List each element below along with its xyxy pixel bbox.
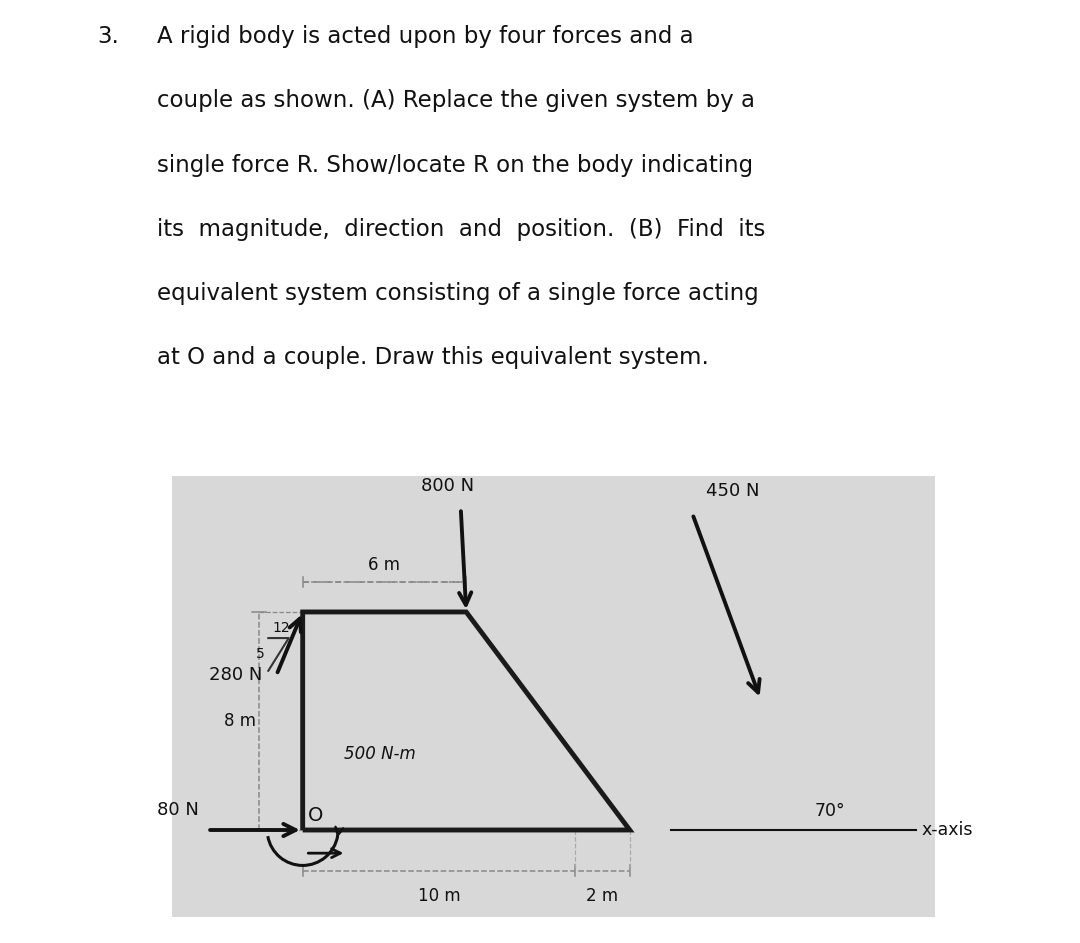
Text: 500 N-m: 500 N-m [343, 745, 416, 763]
Text: 5: 5 [256, 648, 265, 661]
Text: 3.: 3. [97, 25, 119, 48]
Text: 6 m: 6 m [368, 555, 401, 573]
Text: 800 N: 800 N [420, 477, 474, 495]
Text: 2 m: 2 m [586, 887, 619, 905]
Text: 450 N: 450 N [706, 482, 759, 500]
Text: x-axis: x-axis [921, 821, 973, 839]
Text: 10 m: 10 m [418, 887, 460, 905]
Text: equivalent system consisting of a single force acting: equivalent system consisting of a single… [157, 282, 758, 306]
Text: 80 N: 80 N [158, 802, 199, 819]
Text: couple as shown. (A) Replace the given system by a: couple as shown. (A) Replace the given s… [157, 90, 755, 112]
Text: A rigid body is acted upon by four forces and a: A rigid body is acted upon by four force… [157, 25, 693, 48]
Text: single force R. Show/locate R on the body indicating: single force R. Show/locate R on the bod… [157, 154, 753, 176]
Text: O: O [308, 805, 324, 824]
Text: 280 N: 280 N [210, 666, 262, 684]
Text: its  magnitude,  direction  and  position.  (B)  Find  its: its magnitude, direction and position. (… [157, 218, 765, 240]
Text: at O and a couple. Draw this equivalent system.: at O and a couple. Draw this equivalent … [157, 346, 708, 370]
Text: 70°: 70° [815, 802, 846, 820]
Text: 12: 12 [272, 621, 291, 636]
Text: 8 m: 8 m [224, 712, 256, 730]
